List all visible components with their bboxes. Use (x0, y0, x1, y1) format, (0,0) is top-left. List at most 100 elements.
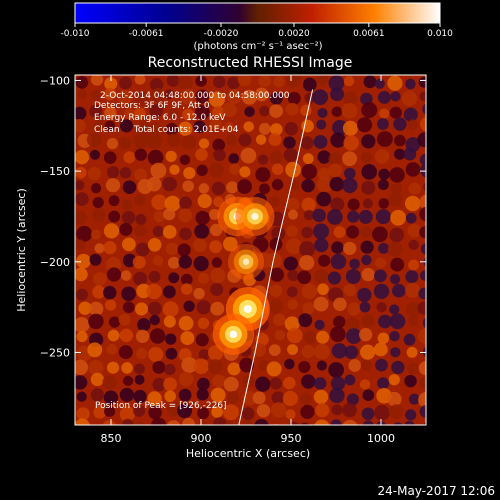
heatmap-cell (104, 120, 116, 132)
annotation-clean: Clean Total counts: 2.01E+04 (94, 125, 239, 135)
heatmap-cell (313, 296, 329, 312)
heatmap-cell (401, 90, 418, 107)
heatmap-cell (361, 164, 377, 180)
heatmap-cell (193, 255, 209, 272)
heatmap-cell (183, 300, 195, 312)
heatmap-cell (198, 349, 210, 361)
heatmap-cell (168, 107, 180, 119)
heatmap-cell (133, 107, 146, 120)
heatmap-cell (89, 149, 100, 160)
heatmap-cell (348, 359, 362, 372)
heatmap-cell (283, 148, 298, 162)
heatmap-cell (180, 273, 193, 286)
heatmap-cell (119, 119, 134, 133)
heatmap-cell (314, 377, 327, 390)
annotation-detectors: Detectors: 3F 6F 9F, Att 0 (94, 101, 210, 111)
heatmap-cell (300, 136, 314, 150)
axis-ticks: 850 900 950 1000 −100 −150 −200 −250 (40, 74, 426, 445)
heatmap-cell (150, 417, 167, 425)
heatmap-cell (328, 75, 345, 91)
heatmap-cell (166, 133, 181, 147)
heatmap-cell (417, 132, 426, 148)
heatmap-cell (243, 273, 256, 287)
heatmap-cell (163, 315, 176, 328)
heatmap-cell (403, 107, 418, 122)
heatmap-cell (285, 225, 298, 238)
heatmap-cell (166, 75, 180, 88)
heatmap-cell (223, 376, 239, 392)
heatmap-cell (404, 374, 417, 388)
heatmap-cell (342, 151, 358, 167)
heatmap-cell (376, 131, 393, 147)
heatmap-cell (404, 420, 415, 425)
heatmap-cell (268, 133, 282, 147)
heatmap-cell (317, 283, 329, 296)
heatmap-cell (164, 390, 176, 403)
heatmap-cell (287, 299, 298, 310)
heatmap-cell (268, 344, 281, 356)
heatmap-cell (346, 393, 359, 406)
heatmap-cell (239, 166, 251, 178)
heatmap-cell (377, 179, 389, 191)
heatmap-cell (134, 302, 149, 316)
heatmap-cell (223, 404, 239, 421)
heatmap-cell (119, 387, 134, 403)
annotation-energy: Energy Range: 6.0 - 12.0 keV (94, 113, 226, 123)
heatmap-cell (316, 176, 333, 193)
heatmap-cell (374, 404, 390, 421)
heatmap-cell (408, 182, 421, 195)
colorbar-tick-label: -0.010 (60, 29, 89, 39)
heatmap-cell (105, 299, 117, 311)
y-tick-label: −150 (40, 165, 70, 178)
heatmap-cell (239, 357, 254, 373)
heatmap-cell (313, 223, 330, 240)
heatmap-cell (165, 150, 177, 163)
heatmap-cell (134, 91, 149, 106)
heatmap-cell (407, 362, 419, 375)
heatmap-cell (317, 107, 328, 118)
heatmap-cell (195, 210, 210, 226)
heatmap-cell (136, 348, 148, 360)
heatmap-cell (302, 302, 315, 315)
heatmap-cell (271, 163, 284, 175)
heatmap-cell (106, 267, 122, 282)
heatmap-cell (89, 104, 103, 118)
heatmap-cell (243, 121, 254, 132)
heatmap-cell (331, 106, 343, 118)
heatmap-cell (104, 106, 117, 119)
heatmap-cell (194, 223, 210, 239)
x-axis-label: Heliocentric X (arcsec) (186, 447, 310, 460)
heatmap-cell (361, 102, 378, 118)
heatmap-cell (75, 359, 89, 376)
heatmap-cell (329, 326, 346, 343)
heatmap-cell (313, 134, 328, 149)
heatmap-cell (148, 301, 162, 316)
heatmap-cell (287, 209, 298, 220)
heatmap-cell (286, 327, 303, 344)
heatmap-cell (153, 211, 165, 223)
heatmap-cell (266, 361, 282, 377)
heatmap-cell (259, 105, 270, 117)
heatmap-cell (255, 376, 271, 392)
heatmap-cell (209, 240, 223, 254)
heatmap-cell (121, 286, 136, 302)
heatmap-cell (269, 104, 283, 118)
heatmap-cell (75, 239, 86, 251)
heatmap-cell (134, 224, 147, 237)
solar-limb-line (238, 89, 314, 425)
heatmap-cell (210, 267, 226, 284)
heatmap-cell (164, 195, 181, 212)
heatmap-cell (333, 297, 347, 311)
heatmap-cell (252, 391, 266, 405)
heatmap-cell (163, 208, 176, 221)
heatmap-cell (192, 238, 207, 253)
heatmap-cell (423, 182, 426, 192)
heatmap-cell (403, 333, 416, 346)
heatmap-cell (167, 256, 180, 269)
heatmap-cell (389, 313, 406, 330)
heatmap-cell (331, 241, 344, 254)
heatmap-cell (147, 237, 162, 252)
heatmap-cell (213, 417, 227, 425)
heatmap-cell (178, 315, 194, 331)
heatmap-cell (282, 376, 296, 390)
